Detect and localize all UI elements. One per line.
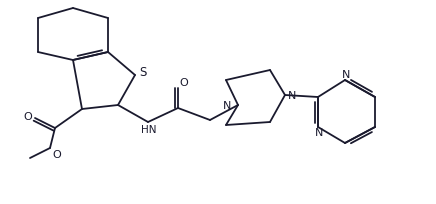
- Text: HN: HN: [141, 125, 157, 135]
- Text: O: O: [180, 78, 188, 88]
- Text: N: N: [342, 70, 350, 80]
- Text: N: N: [288, 91, 296, 101]
- Text: N: N: [223, 101, 231, 111]
- Text: S: S: [140, 67, 146, 80]
- Text: O: O: [24, 112, 32, 122]
- Text: N: N: [315, 128, 323, 138]
- Text: O: O: [53, 150, 61, 160]
